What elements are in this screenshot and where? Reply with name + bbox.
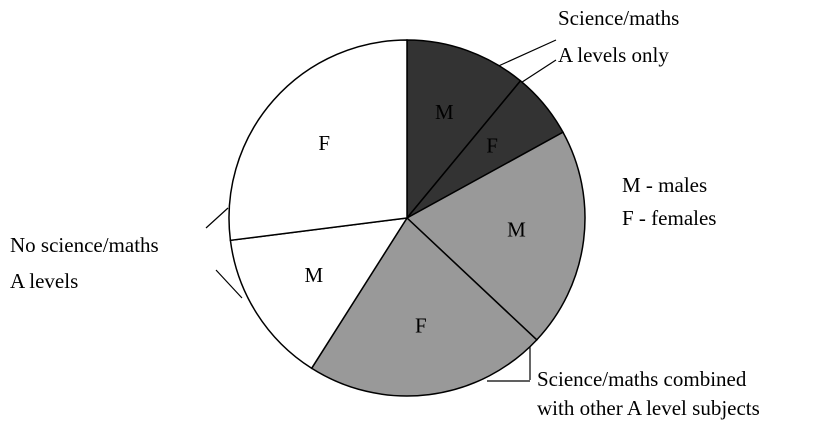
legend-entry: F - females (622, 206, 716, 230)
legend-entry: M - males (622, 173, 707, 197)
slice-label: F (318, 131, 330, 155)
annotation: with other A level subjects (537, 396, 760, 420)
pie-slice (406, 39, 522, 221)
annotation: A levels only (558, 43, 669, 67)
bracket-line (205, 207, 229, 229)
pie-slice (228, 39, 408, 242)
slice-label: M (304, 263, 323, 287)
slice-label: F (415, 313, 427, 337)
annotation: A levels (10, 269, 78, 293)
annotation: Science/maths combined (537, 367, 747, 391)
slice-label: M (435, 100, 454, 124)
bracket-line (493, 39, 557, 69)
pie-slice (229, 217, 409, 370)
bracket-line (215, 269, 243, 299)
pie-slice (310, 216, 538, 397)
slice-label: M (507, 218, 526, 242)
annotation: No science/maths (10, 233, 159, 257)
bracket-line (515, 59, 557, 87)
pie-slice (405, 131, 586, 341)
slice-label: F (486, 133, 498, 157)
annotation: Science/maths (558, 6, 679, 30)
